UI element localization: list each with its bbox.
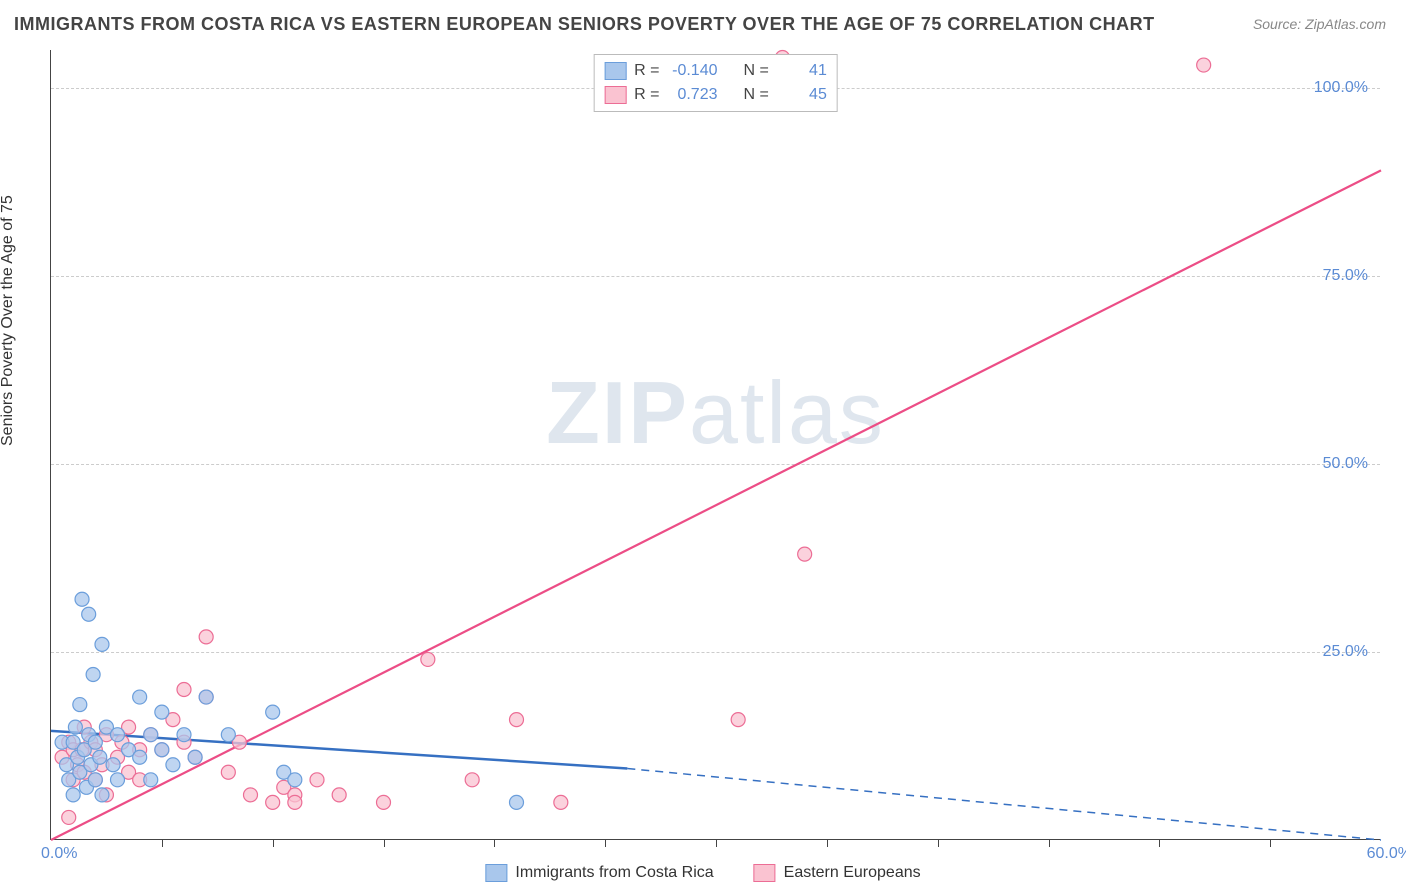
legend-swatch-bottom-1 — [485, 864, 507, 882]
x-tick — [162, 839, 163, 847]
source-attribution: Source: ZipAtlas.com — [1253, 16, 1386, 32]
legend-swatch-series-2 — [604, 86, 626, 104]
x-tick — [1159, 839, 1160, 847]
x-tick — [605, 839, 606, 847]
stats-legend-row-1: R = -0.140 N = 41 — [604, 59, 827, 83]
x-tick — [827, 839, 828, 847]
bottom-legend: Immigrants from Costa Rica Eastern Europ… — [485, 864, 920, 882]
legend-label-series-2: Eastern Europeans — [784, 864, 921, 882]
chart-title: IMMIGRANTS FROM COSTA RICA VS EASTERN EU… — [14, 14, 1155, 35]
x-axis-start-label: 0.0% — [41, 845, 77, 863]
r-value-series-1: -0.140 — [668, 62, 718, 80]
x-tick — [273, 839, 274, 847]
plot-area: ZIPatlas 25.0%50.0%75.0%100.0% 0.0% 60.0… — [50, 50, 1380, 840]
stats-legend-row-2: R = 0.723 N = 45 — [604, 83, 827, 107]
r-label: R = — [634, 86, 659, 104]
legend-swatch-series-1 — [604, 62, 626, 80]
legend-item-series-2: Eastern Europeans — [754, 864, 921, 882]
x-tick — [716, 839, 717, 847]
x-axis-end-label: 60.0% — [1367, 845, 1406, 863]
y-axis-label: Seniors Poverty Over the Age of 75 — [0, 195, 17, 446]
chart-svg — [51, 50, 1380, 839]
n-label: N = — [744, 86, 769, 104]
x-tick — [1270, 839, 1271, 847]
legend-item-series-1: Immigrants from Costa Rica — [485, 864, 713, 882]
r-value-series-2: 0.723 — [668, 86, 718, 104]
x-tick — [1049, 839, 1050, 847]
n-value-series-1: 41 — [777, 62, 827, 80]
x-tick — [494, 839, 495, 847]
legend-label-series-1: Immigrants from Costa Rica — [515, 864, 713, 882]
x-tick — [384, 839, 385, 847]
x-tick — [938, 839, 939, 847]
r-label: R = — [634, 62, 659, 80]
n-value-series-2: 45 — [777, 86, 827, 104]
legend-swatch-bottom-2 — [754, 864, 776, 882]
n-label: N = — [744, 62, 769, 80]
stats-legend: R = -0.140 N = 41 R = 0.723 N = 45 — [593, 54, 838, 112]
